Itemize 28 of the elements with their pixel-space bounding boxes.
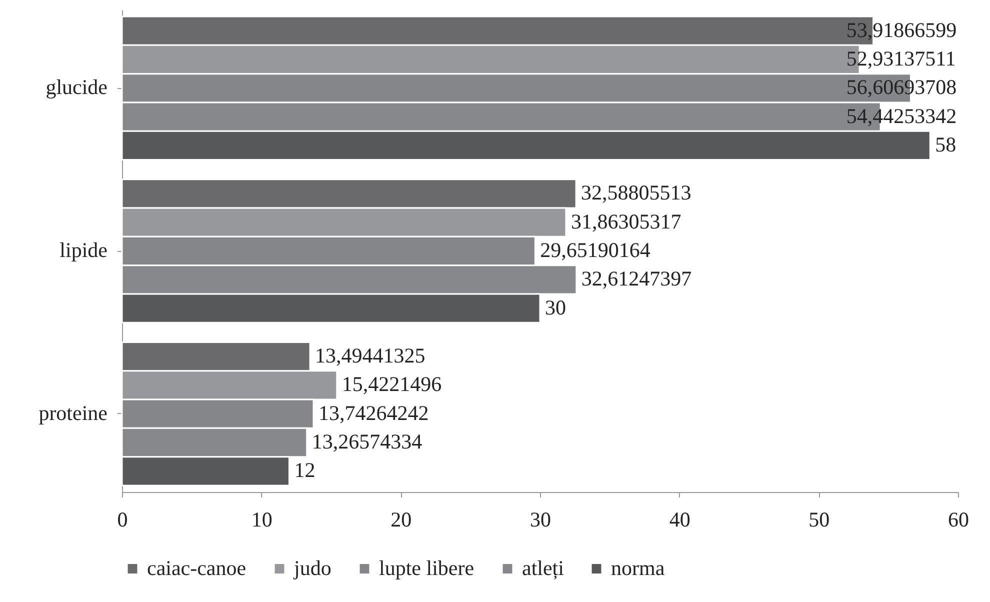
legend-label: caiac-canoe [147, 556, 246, 580]
x-tick-label: 50 [808, 508, 830, 532]
x-tick-label: 30 [530, 508, 551, 532]
legend-label: judo [293, 556, 332, 580]
x-tick-label: 40 [669, 508, 690, 532]
data-label: 52,93137511 [846, 46, 956, 71]
data-label: 13,49441325 [315, 344, 426, 368]
x-tick-label: 0 [117, 508, 128, 532]
legend-label: lupte libere [379, 556, 474, 580]
y-tick-label: proteine [38, 400, 108, 425]
y-tick-label: lipide [60, 238, 108, 262]
data-label: 32,61247397 [581, 266, 692, 291]
legend-label: atleți [522, 556, 564, 580]
data-label: 13,26574334 [312, 429, 423, 454]
legend-label: norma [611, 556, 666, 580]
data-label: 12 [294, 458, 316, 482]
x-tick-label: 20 [390, 508, 412, 532]
x-tick-label: 60 [948, 508, 969, 532]
data-label: 58 [935, 132, 956, 156]
data-label: 29,65190164 [540, 238, 651, 262]
x-tick-label: 10 [251, 508, 272, 532]
data-label: 31,86305317 [570, 209, 682, 234]
data-label: 54,44253342 [846, 104, 957, 128]
data-label: 30 [545, 295, 566, 320]
data-label: 32,58805513 [581, 180, 692, 205]
data-label: 15,4221496 [342, 372, 442, 396]
y-tick-label: glucide [46, 75, 108, 100]
data-label: 13,74264242 [318, 400, 429, 425]
